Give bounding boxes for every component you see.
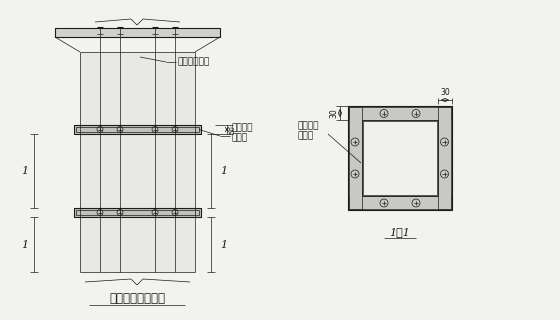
Bar: [349, 107, 451, 120]
Bar: [74, 125, 201, 134]
Bar: [349, 107, 362, 209]
Bar: [363, 121, 437, 195]
Bar: [348, 106, 452, 210]
Bar: [349, 196, 451, 209]
Text: 1: 1: [21, 166, 28, 176]
Bar: [76, 127, 199, 132]
Text: 30: 30: [440, 88, 450, 97]
Text: 1: 1: [220, 239, 227, 250]
Text: 无收缩细石砼: 无收缩细石砼: [178, 58, 210, 67]
Text: 1: 1: [21, 239, 28, 250]
Text: 锚栓固定: 锚栓固定: [232, 123, 254, 132]
Bar: [55, 28, 220, 37]
Bar: [438, 107, 451, 209]
Text: 架角钢: 架角钢: [298, 131, 314, 140]
Bar: [80, 52, 195, 272]
Bar: [74, 208, 201, 217]
Text: 锚栓固定: 锚栓固定: [298, 121, 320, 130]
Text: 50: 50: [229, 125, 235, 134]
Text: 1－1: 1－1: [390, 227, 410, 237]
Bar: [76, 210, 199, 215]
Text: 30: 30: [329, 108, 338, 118]
Text: 架角钢: 架角钢: [232, 133, 248, 142]
Text: 1: 1: [220, 166, 227, 176]
Bar: [362, 120, 438, 196]
Text: 柱脚锚栓固定支架: 柱脚锚栓固定支架: [109, 292, 165, 305]
Bar: [348, 106, 452, 210]
